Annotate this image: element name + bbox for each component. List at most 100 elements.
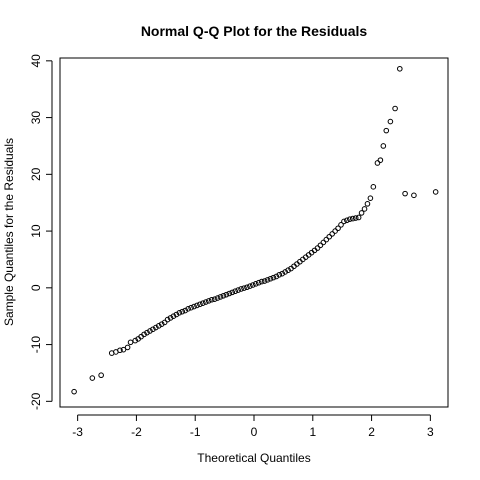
chart-title: Normal Q-Q Plot for the Residuals	[141, 23, 368, 39]
data-point	[247, 283, 253, 289]
y-axis: -20 -10 0 10 20 30 40	[29, 54, 53, 410]
data-point	[332, 228, 338, 234]
data-point	[258, 278, 265, 285]
data-point	[164, 316, 171, 323]
data-point	[117, 347, 123, 354]
data-point	[132, 337, 139, 344]
data-point	[285, 267, 291, 274]
data-point	[167, 315, 174, 321]
y-axis-label: Sample Quantiles for the Residuals	[2, 138, 16, 326]
data-point	[147, 328, 153, 334]
data-point	[273, 273, 280, 280]
data-point	[173, 311, 180, 318]
data-point	[349, 215, 356, 222]
data-point	[387, 118, 394, 125]
data-point	[402, 190, 408, 197]
data-point	[202, 299, 209, 305]
data-point	[361, 206, 368, 212]
data-point	[211, 296, 218, 302]
data-point	[229, 289, 236, 296]
x-tick-label: -2	[131, 425, 142, 439]
data-point	[217, 294, 224, 300]
data-point	[279, 270, 286, 277]
data-point	[252, 281, 259, 287]
x-tick-label: -1	[190, 425, 201, 439]
data-point	[282, 269, 288, 275]
data-point	[127, 339, 134, 346]
data-point	[141, 331, 147, 338]
data-point	[194, 302, 200, 309]
data-point	[383, 127, 390, 134]
data-point	[89, 375, 96, 381]
data-point	[344, 217, 350, 224]
data-point	[323, 236, 330, 243]
plot-frame	[59, 57, 449, 408]
data-point	[124, 344, 131, 351]
data-point	[223, 291, 230, 298]
data-point	[377, 157, 384, 163]
data-point	[179, 308, 186, 315]
data-point	[120, 346, 127, 353]
data-point	[396, 65, 403, 72]
data-point	[188, 304, 194, 311]
data-point	[158, 321, 165, 327]
y-tick-label: 10	[29, 224, 43, 238]
data-point	[144, 329, 150, 336]
y-tick-label: -10	[29, 336, 43, 354]
data-point	[170, 313, 177, 320]
data-point	[380, 143, 387, 149]
data-point	[335, 225, 341, 232]
data-point	[392, 105, 398, 112]
data-point	[226, 290, 233, 297]
data-point	[270, 274, 277, 281]
data-point	[264, 277, 271, 283]
x-tick-label: 3	[427, 425, 434, 439]
data-point	[220, 292, 227, 299]
data-point	[432, 189, 439, 195]
data-point	[314, 245, 321, 251]
data-point	[235, 287, 241, 293]
x-tick-label: 1	[309, 425, 316, 439]
data-point	[98, 372, 104, 379]
data-point	[261, 278, 268, 284]
data-point	[191, 303, 197, 310]
x-tick-label: 2	[368, 425, 375, 439]
data-point	[255, 279, 262, 286]
data-point	[317, 242, 324, 249]
x-axis: -3 -2 -1 0 1 2 3	[72, 414, 434, 439]
y-tick-label: 0	[29, 284, 43, 291]
y-tick-label: 20	[29, 167, 43, 181]
data-point	[347, 216, 353, 222]
data-point	[250, 282, 256, 288]
data-point	[341, 218, 347, 225]
data-point	[155, 323, 162, 329]
x-tick-label: -3	[72, 425, 83, 439]
data-point	[185, 306, 191, 312]
data-point	[320, 239, 327, 246]
data-point	[352, 215, 359, 221]
data-point	[374, 160, 381, 166]
data-point	[364, 201, 371, 207]
data-point	[329, 231, 335, 237]
data-point	[150, 326, 156, 333]
data-point	[71, 388, 77, 395]
y-tick-label: -20	[29, 392, 43, 410]
data-point	[200, 300, 206, 306]
data-point	[232, 288, 238, 295]
data-point	[241, 285, 247, 291]
data-point	[238, 286, 244, 292]
data-point	[355, 214, 362, 221]
data-point	[358, 210, 365, 216]
data-point	[205, 298, 212, 304]
data-point	[326, 233, 333, 240]
data-point	[197, 301, 203, 308]
data-point	[338, 222, 344, 228]
data-point	[153, 324, 159, 331]
data-point	[370, 184, 377, 190]
x-tick-label: 0	[251, 425, 258, 439]
data-points	[71, 65, 439, 395]
data-point	[276, 271, 283, 278]
data-point	[267, 275, 274, 282]
data-point	[161, 319, 168, 326]
